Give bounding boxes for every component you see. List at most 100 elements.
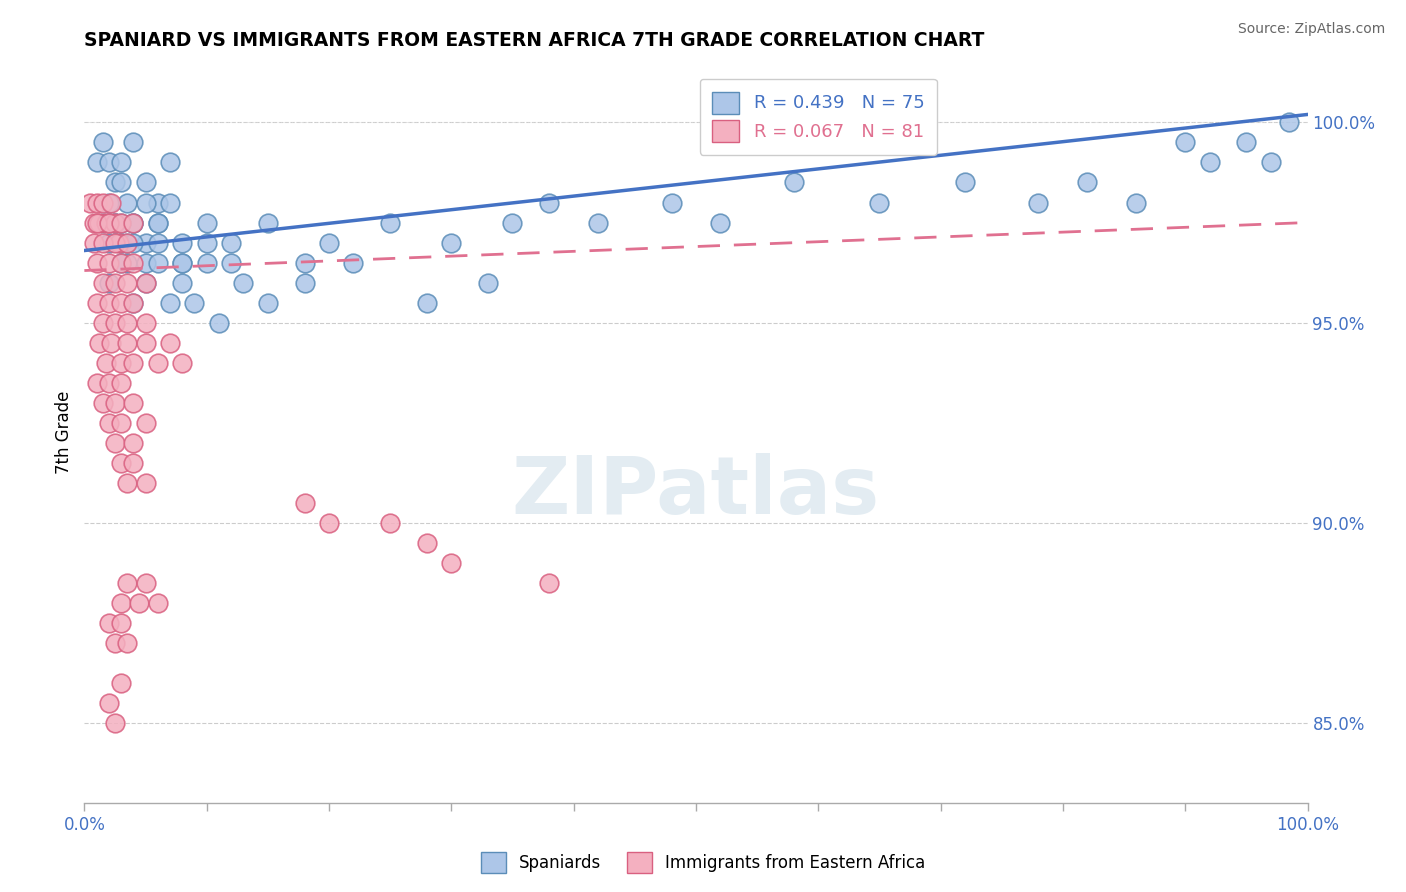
- Point: [294, 496, 316, 510]
- Point: [115, 235, 138, 250]
- Point: [146, 355, 169, 369]
- Point: [110, 596, 132, 610]
- Point: [195, 235, 218, 250]
- Point: [104, 316, 127, 330]
- Point: [146, 215, 169, 229]
- Point: [104, 176, 127, 190]
- Point: [97, 235, 120, 250]
- Point: [294, 276, 316, 290]
- Point: [115, 575, 138, 590]
- Point: [783, 176, 806, 190]
- Point: [86, 215, 108, 229]
- Point: [83, 215, 105, 229]
- Point: [79, 195, 101, 210]
- Point: [416, 535, 439, 549]
- Point: [97, 376, 120, 390]
- Point: [115, 335, 138, 350]
- Point: [97, 255, 120, 269]
- Point: [128, 596, 150, 610]
- Point: [257, 295, 280, 310]
- Point: [135, 335, 157, 350]
- Point: [159, 295, 181, 310]
- Point: [115, 276, 138, 290]
- Point: [586, 215, 609, 229]
- Point: [146, 255, 169, 269]
- Point: [1260, 155, 1282, 169]
- Point: [122, 136, 145, 150]
- Point: [115, 316, 138, 330]
- Point: [104, 235, 127, 250]
- Point: [232, 276, 254, 290]
- Point: [83, 235, 105, 250]
- Point: [502, 215, 524, 229]
- Point: [1076, 176, 1098, 190]
- Point: [110, 355, 132, 369]
- Point: [91, 195, 114, 210]
- Point: [135, 235, 157, 250]
- Point: [122, 255, 145, 269]
- Point: [869, 195, 891, 210]
- Point: [110, 176, 132, 190]
- Point: [91, 316, 114, 330]
- Point: [159, 155, 181, 169]
- Point: [122, 215, 145, 229]
- Point: [110, 295, 132, 310]
- Point: [122, 435, 145, 450]
- Point: [91, 215, 114, 229]
- Point: [318, 235, 340, 250]
- Point: [440, 235, 463, 250]
- Legend: R = 0.439   N = 75, R = 0.067   N = 81: R = 0.439 N = 75, R = 0.067 N = 81: [700, 78, 936, 154]
- Point: [709, 215, 731, 229]
- Point: [110, 376, 132, 390]
- Point: [135, 276, 157, 290]
- Point: [97, 215, 120, 229]
- Point: [135, 575, 157, 590]
- Point: [104, 215, 127, 229]
- Point: [91, 235, 114, 250]
- Point: [104, 636, 127, 650]
- Point: [86, 255, 108, 269]
- Point: [146, 596, 169, 610]
- Point: [257, 215, 280, 229]
- Point: [380, 516, 402, 530]
- Point: [110, 155, 132, 169]
- Point: [104, 395, 127, 409]
- Point: [104, 215, 127, 229]
- Point: [97, 416, 120, 430]
- Point: [110, 255, 132, 269]
- Point: [342, 255, 364, 269]
- Point: [122, 295, 145, 310]
- Point: [219, 235, 242, 250]
- Point: [110, 675, 132, 690]
- Point: [135, 195, 157, 210]
- Point: [380, 215, 402, 229]
- Point: [97, 155, 120, 169]
- Point: [91, 395, 114, 409]
- Point: [115, 195, 138, 210]
- Point: [1236, 136, 1258, 150]
- Point: [97, 295, 120, 310]
- Point: [97, 195, 120, 210]
- Point: [97, 696, 120, 710]
- Point: [86, 155, 108, 169]
- Point: [110, 416, 132, 430]
- Point: [97, 615, 120, 630]
- Point: [96, 355, 118, 369]
- Point: [122, 295, 145, 310]
- Point: [97, 215, 120, 229]
- Point: [110, 235, 132, 250]
- Point: [87, 335, 110, 350]
- Point: [135, 475, 157, 490]
- Point: [195, 215, 218, 229]
- Point: [104, 715, 127, 730]
- Point: [416, 295, 439, 310]
- Point: [115, 255, 138, 269]
- Point: [122, 215, 145, 229]
- Point: [86, 195, 108, 210]
- Point: [183, 295, 205, 310]
- Point: [1174, 136, 1197, 150]
- Point: [122, 215, 145, 229]
- Point: [86, 295, 108, 310]
- Point: [146, 195, 169, 210]
- Point: [146, 215, 169, 229]
